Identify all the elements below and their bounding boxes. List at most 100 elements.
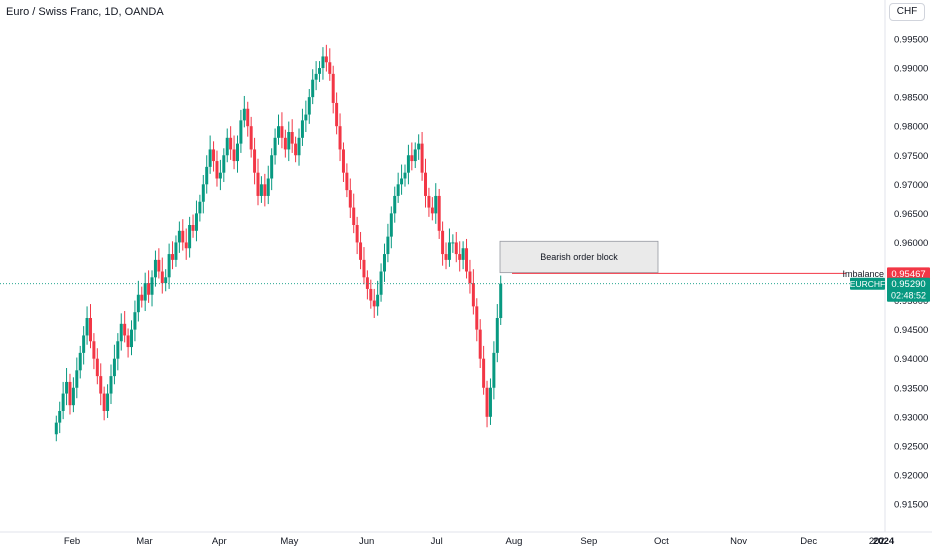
candle-body: [478, 329, 482, 359]
candle-body: [406, 155, 410, 173]
candle-body: [194, 213, 198, 231]
candle-body: [242, 108, 246, 121]
candle-body: [321, 56, 325, 69]
candle-body: [369, 288, 373, 301]
candle-body: [365, 277, 369, 289]
candle-body: [239, 120, 243, 144]
candle-body: [82, 335, 86, 353]
candle-body: [359, 242, 363, 260]
candle-body: [475, 306, 479, 330]
candle-body: [499, 283, 503, 318]
candle-body: [283, 137, 287, 150]
price-tick-label: 0.92500: [894, 441, 928, 452]
candle-body: [225, 137, 229, 156]
candle-body: [222, 155, 226, 173]
candle-body: [78, 352, 82, 371]
time-tick-label-year: 2024: [873, 536, 895, 547]
candle-body: [393, 195, 397, 214]
time-tick-label: Sep: [580, 536, 597, 547]
candle-body: [218, 172, 222, 179]
candle-body: [112, 358, 116, 377]
candle-body: [102, 393, 106, 411]
candle-body: [331, 73, 335, 103]
candle-body: [130, 329, 134, 348]
candle-body: [273, 137, 277, 156]
candle-body: [68, 381, 72, 406]
imbalance-price-value: 0.95467: [891, 269, 925, 280]
candle-body: [208, 149, 212, 167]
candle-body: [400, 178, 404, 185]
candle-body: [140, 294, 144, 301]
chart-title: Euro / Swiss Franc, 1D, OANDA: [6, 6, 164, 18]
candle-body: [427, 195, 431, 208]
candle-body: [328, 62, 332, 74]
candle-body: [188, 225, 192, 249]
candle-body: [235, 143, 239, 162]
candle-body: [126, 335, 130, 348]
overlays-layer: Bearish order block Imbalance: [0, 240, 885, 285]
candle-body: [311, 79, 315, 98]
candle-body: [99, 376, 103, 394]
price-tick-label: 0.99500: [894, 35, 928, 46]
candle-body: [280, 126, 284, 138]
time-tick-label: 2024: [869, 536, 890, 547]
time-tick-label: Jun: [359, 536, 374, 547]
candle-body: [335, 102, 339, 127]
candle-body: [71, 387, 75, 406]
imbalance-line-label: Imbalance: [842, 269, 884, 279]
candle-body: [249, 126, 253, 150]
candle-body: [181, 230, 185, 243]
candle-body: [447, 242, 451, 260]
candle-body: [341, 149, 345, 173]
candle-body: [355, 225, 359, 243]
candle-body: [403, 172, 407, 179]
candle-body: [424, 172, 428, 196]
candle-body: [157, 259, 161, 272]
candle-body: [116, 341, 120, 359]
candle-body: [420, 143, 424, 173]
candle-body: [205, 166, 209, 185]
candle-body: [324, 56, 328, 63]
candle-body: [417, 143, 421, 150]
candle-body: [61, 393, 65, 411]
time-tick-label: Feb: [64, 536, 80, 547]
order-block-box[interactable]: [499, 240, 659, 274]
time-tick-label: Oct: [654, 536, 669, 547]
time-tick-label: Apr: [212, 536, 227, 547]
price-tick-label: 0.94500: [894, 325, 928, 336]
currency-button[interactable]: CHF: [889, 3, 925, 21]
candle-body: [65, 381, 69, 394]
candle-body: [259, 184, 263, 196]
candle-body: [492, 352, 496, 388]
candle-body: [229, 137, 233, 150]
candle-body: [167, 254, 171, 278]
candle-body: [454, 242, 458, 255]
candle-body: [143, 283, 147, 301]
price-tick-label: 0.96000: [894, 238, 928, 249]
candle-body: [253, 149, 257, 173]
time-tick-label: Nov: [730, 536, 747, 547]
candle-body: [410, 155, 414, 162]
candle-body: [468, 271, 472, 284]
candle-body: [471, 283, 475, 307]
candle-body: [348, 190, 352, 208]
candle-body: [372, 300, 376, 307]
candle-body: [444, 254, 448, 260]
candle-body: [58, 411, 62, 423]
candle-body: [318, 68, 322, 74]
candle-body: [256, 172, 260, 196]
candle-body: [389, 213, 393, 237]
price-tick-label: 0.97000: [894, 180, 928, 191]
candle-body: [75, 370, 79, 388]
candle-body: [338, 126, 342, 150]
price-tick-label: 0.99000: [894, 64, 928, 75]
price-tick-label: 0.98000: [894, 122, 928, 133]
candle-body: [85, 318, 89, 336]
time-axis: Feb Mar Apr May Jun Jul Aug Sep Oct Nov Dec 2024202…: [0, 531, 932, 550]
candle-body: [488, 387, 492, 417]
candle-body: [119, 323, 123, 342]
candle-body: [376, 294, 380, 307]
price-tick-label: 0.98500: [894, 93, 928, 104]
